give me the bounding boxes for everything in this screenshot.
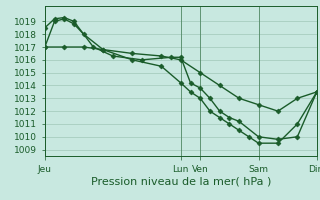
- X-axis label: Pression niveau de la mer( hPa ): Pression niveau de la mer( hPa ): [91, 177, 271, 187]
